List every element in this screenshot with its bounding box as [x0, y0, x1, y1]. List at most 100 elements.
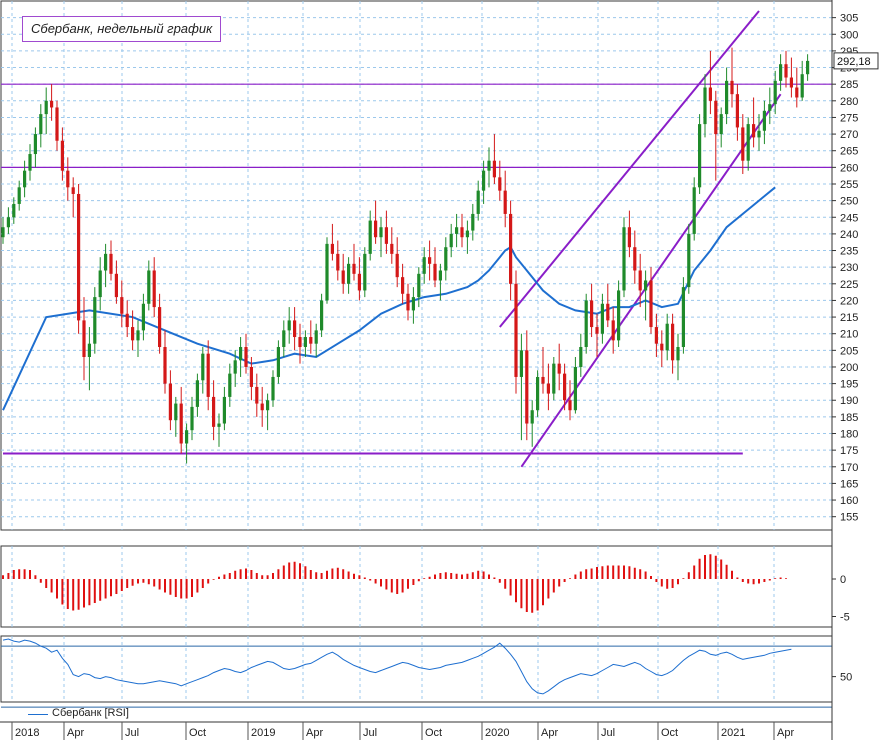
candle-body — [692, 187, 696, 234]
candle — [330, 223, 334, 261]
candle — [33, 127, 37, 168]
candle-body — [152, 270, 156, 308]
candle — [698, 114, 702, 194]
x-tick-label: 2019 — [251, 727, 275, 739]
candle-body — [136, 330, 140, 341]
candle-body — [622, 227, 626, 291]
candle — [438, 263, 442, 301]
candle-body — [757, 130, 761, 138]
candle — [789, 57, 793, 98]
rsi-legend-label: Сбербанк [RSI] — [52, 707, 129, 719]
candle-body — [595, 327, 599, 334]
osc-tick-label: -5 — [840, 612, 850, 624]
candle — [784, 50, 788, 88]
candle-body — [98, 270, 102, 298]
candle-body — [552, 363, 556, 394]
candle-body — [174, 403, 178, 421]
candle — [66, 157, 70, 201]
osc-tick-label: 0 — [840, 574, 846, 586]
candle-body — [50, 100, 54, 108]
candle-body — [255, 386, 259, 404]
candle-body — [109, 253, 113, 274]
candle-body — [541, 376, 545, 384]
candle-body — [163, 347, 167, 384]
candle — [233, 350, 237, 387]
candle — [71, 177, 75, 218]
candle-body — [417, 273, 421, 298]
candle — [649, 267, 653, 334]
candle — [120, 280, 124, 328]
candle-body — [271, 376, 275, 401]
chart-title: Сбербанк, недельный график — [22, 16, 222, 42]
candle-body — [455, 227, 459, 234]
candle-body — [228, 373, 232, 397]
candle-body — [503, 190, 507, 214]
candle-body — [563, 373, 567, 401]
candle — [595, 313, 599, 357]
candle-body — [654, 327, 658, 344]
candle — [611, 307, 615, 354]
candle-body — [698, 124, 702, 188]
candle — [741, 114, 745, 175]
candle-body — [768, 104, 772, 111]
candle-body — [465, 230, 469, 238]
candle-body — [687, 233, 691, 288]
candle-body — [206, 353, 210, 397]
y-tick-label: 215 — [840, 312, 858, 324]
candle — [379, 217, 383, 258]
candle-body — [638, 270, 642, 291]
candle — [638, 253, 642, 308]
candle-body — [282, 330, 286, 348]
candle — [357, 257, 361, 301]
candle-body — [384, 227, 388, 244]
candle-body — [12, 203, 16, 218]
candle-body — [665, 323, 669, 351]
y-tick-label: 255 — [840, 179, 858, 191]
candle-body — [590, 300, 594, 328]
candle — [525, 330, 529, 441]
candle — [633, 230, 637, 284]
y-tick-label: 190 — [840, 395, 858, 407]
candle-body — [55, 107, 59, 141]
candle-body — [120, 297, 124, 314]
candle — [368, 210, 372, 261]
candle-body — [82, 320, 86, 357]
candle-body — [719, 114, 723, 135]
candle — [17, 180, 21, 211]
candle-body — [352, 263, 356, 274]
rsi-panel — [0, 635, 833, 703]
candle — [687, 223, 691, 294]
candle-body — [708, 87, 712, 101]
candle — [55, 100, 59, 151]
candle — [201, 347, 205, 394]
candle — [417, 267, 421, 308]
candle — [573, 356, 577, 414]
candle — [179, 386, 183, 454]
candle — [692, 177, 696, 241]
candle — [730, 47, 734, 108]
candle-body — [244, 347, 248, 367]
candle — [714, 90, 718, 181]
y-tick-label: 260 — [840, 162, 858, 174]
candle-body — [131, 327, 135, 341]
y-tick-label: 280 — [840, 96, 858, 108]
candle — [514, 270, 518, 394]
candle — [482, 160, 486, 204]
candle-body — [401, 277, 405, 294]
y-tick-label: 220 — [840, 295, 858, 307]
x-tick-label: 2018 — [15, 727, 39, 739]
candle — [212, 380, 216, 441]
candle — [309, 320, 313, 354]
candle — [87, 327, 91, 391]
candle — [806, 54, 810, 81]
candle-body — [298, 337, 302, 348]
candle-body — [444, 247, 448, 271]
candle — [735, 84, 739, 141]
candle — [557, 343, 561, 391]
rsi-legend-swatch — [28, 714, 48, 715]
candle — [82, 297, 86, 381]
candle-body — [368, 220, 372, 254]
candle-body — [147, 270, 151, 304]
candle-body — [800, 74, 804, 98]
rsi-tick-label: 50 — [840, 672, 852, 684]
